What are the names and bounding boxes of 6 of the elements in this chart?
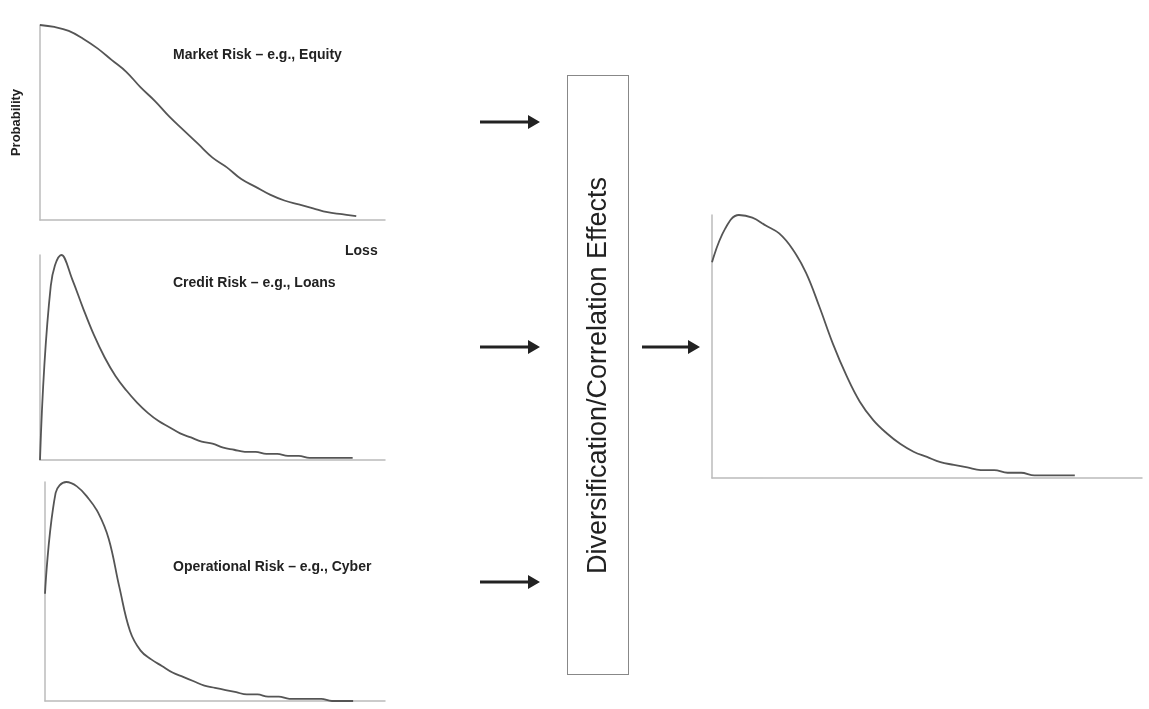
text: Credit Risk – e.g., Loans <box>173 274 336 290</box>
text: Market Risk – e.g., Equity <box>173 46 343 62</box>
text: Diversification/Correlation Effects <box>582 176 614 574</box>
x-axis-title: Loss <box>345 242 378 258</box>
y-axis-title: Probability <box>8 88 23 157</box>
text: Operational Risk – e.g., Cyber <box>173 558 372 574</box>
